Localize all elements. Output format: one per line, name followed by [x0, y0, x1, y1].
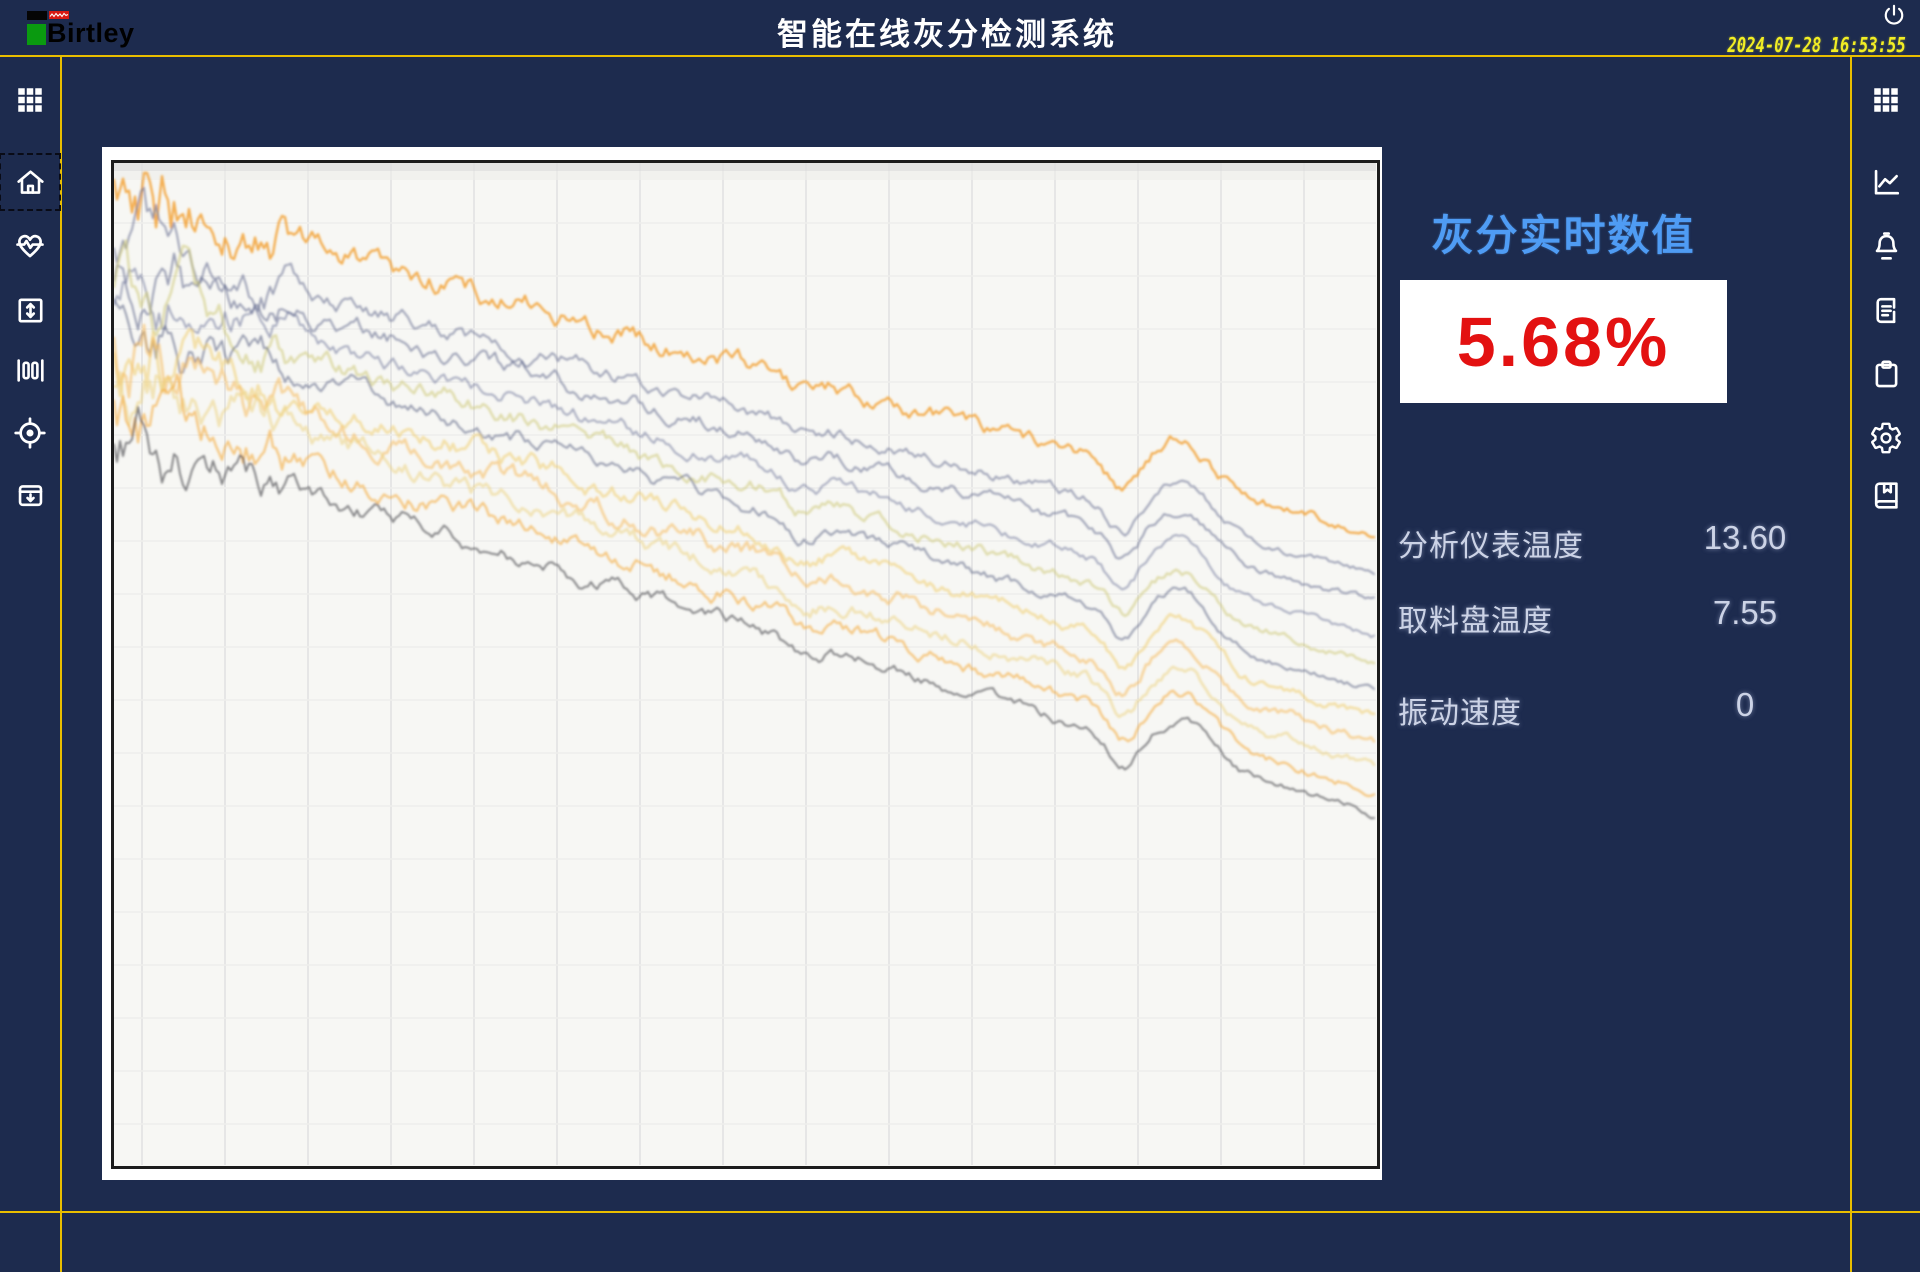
ash-value: 5.68% — [1456, 302, 1671, 381]
sidebar-right-apps[interactable] — [1864, 80, 1908, 120]
apps-grid-icon — [1874, 88, 1898, 112]
barcode-icon — [16, 358, 44, 382]
book-icon — [1874, 481, 1898, 509]
trace-gray-4 — [114, 298, 1375, 690]
sidebar-left-apps[interactable] — [8, 80, 52, 120]
target-icon — [14, 417, 46, 449]
reading-row-analyzer-temp: 分析仪表温度 13.60 — [1398, 519, 1828, 563]
trace-orange-3 — [114, 373, 1376, 798]
sidebar-right-tasks[interactable] — [1864, 354, 1908, 394]
trend-chart-panel — [102, 147, 1382, 1180]
trace-orange-2 — [114, 323, 1376, 743]
sidebar-left-calibrate[interactable] — [8, 413, 52, 453]
apps-grid-icon — [18, 88, 42, 112]
ash-value-box: 5.68% — [1400, 280, 1727, 403]
trace-gray-2 — [114, 252, 1375, 600]
sidebar-left-gates[interactable] — [8, 350, 52, 390]
reading-value: 13.60 — [1703, 519, 1787, 556]
sidebar-right-alarms[interactable] — [1864, 226, 1908, 266]
trend-chart-svg — [111, 160, 1380, 1169]
archive-down-icon — [18, 484, 42, 506]
reading-row-tray-temp: 取料盘温度 7.55 — [1398, 594, 1828, 638]
bell-icon — [1875, 231, 1897, 260]
trace-yellow-1 — [114, 328, 1376, 716]
page-title: 智能在线灰分检测系统 — [777, 17, 1117, 52]
app-header: Birtley 智能在线灰分检测系统 2024-07-28 16:53:55 — [0, 0, 1920, 57]
document-icon — [1875, 297, 1895, 323]
trace-gray-3 — [114, 267, 1375, 639]
sidebar-right-logs[interactable] — [1864, 475, 1908, 515]
logo-wave-icon — [49, 12, 69, 18]
sidebar-right-reports[interactable] — [1864, 290, 1908, 330]
reading-label: 分析仪表温度 — [1398, 530, 1584, 563]
right-sidebar — [1850, 57, 1920, 1272]
sidebar-left-home[interactable] — [0, 153, 61, 211]
trace-dark-1 — [114, 406, 1375, 820]
reading-label: 取料盘温度 — [1398, 605, 1553, 638]
sidebar-left-level[interactable] — [8, 290, 52, 330]
logo-red-wave-block — [49, 11, 69, 19]
left-sidebar — [0, 57, 62, 1272]
trend-chart-icon — [1874, 169, 1899, 195]
vertical-expand-icon — [17, 297, 43, 323]
reading-value: 7.55 — [1712, 594, 1778, 631]
brand-name: Birtley — [47, 18, 135, 48]
trace-yellow-2 — [114, 370, 1376, 767]
gear-icon — [1871, 422, 1901, 454]
sidebar-right-trends[interactable] — [1864, 162, 1908, 202]
logo-black-block — [27, 11, 47, 20]
bottom-divider — [0, 1211, 1920, 1213]
trace-orange-1 — [114, 171, 1376, 539]
sidebar-right-settings[interactable] — [1864, 418, 1908, 458]
clipboard-icon — [1875, 360, 1897, 387]
heart-pulse-icon — [16, 234, 44, 258]
sidebar-left-archive[interactable] — [8, 475, 52, 515]
power-button[interactable] — [1881, 3, 1907, 29]
trace-gray-1 — [114, 186, 1375, 576]
brand-logo: Birtley — [27, 11, 177, 49]
reading-label: 振动速度 — [1398, 697, 1522, 730]
power-icon — [1884, 4, 1904, 25]
datetime-display: 2024-07-28 16:53:55 — [1727, 33, 1906, 57]
reading-row-vibration-speed: 振动速度 0 — [1398, 686, 1828, 730]
home-icon — [16, 169, 44, 194]
ash-realtime-title: 灰分实时数值 — [1431, 212, 1696, 259]
trace-olive-1 — [114, 239, 1376, 665]
logo-green-block — [27, 24, 46, 45]
sidebar-left-health[interactable] — [8, 225, 52, 265]
reading-value: 0 — [1735, 686, 1755, 723]
